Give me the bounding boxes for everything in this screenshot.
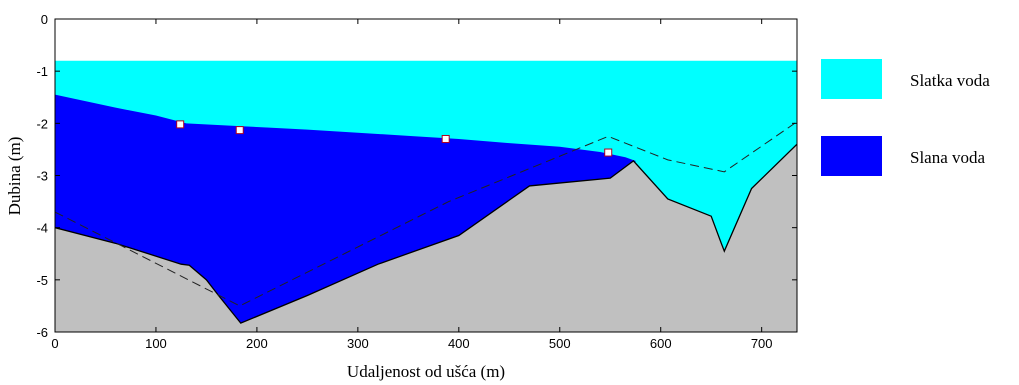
x-tick-label: 500	[549, 336, 571, 351]
measurement-marker	[176, 120, 185, 129]
x-tick-label: 100	[145, 336, 167, 351]
x-tick-label: 0	[51, 336, 58, 351]
legend: Slatka voda Slana voda	[821, 59, 990, 176]
measurement-marker	[441, 134, 450, 143]
y-tick-label: -4	[36, 221, 48, 236]
x-tick-label: 300	[347, 336, 369, 351]
y-tick-label: -3	[36, 169, 48, 184]
legend-swatch-salt-water	[821, 136, 882, 176]
y-tick-label: -2	[36, 116, 48, 131]
x-tick-label: 200	[246, 336, 268, 351]
riverbed-line	[55, 143, 797, 324]
salt-water-area	[55, 94, 636, 324]
x-axis-title: Udaljenost od ušća (m)	[347, 362, 505, 381]
legend-swatch-fresh-water	[821, 59, 882, 99]
axes: 0 100 200 300 400 500 600 700 0 -1 -2 -3 -4 -5 -6	[36, 12, 797, 351]
measurement-marker	[604, 148, 613, 157]
dashed-profile-line	[55, 121, 797, 307]
legend-label-salt-water: Slana voda	[910, 148, 986, 167]
y-tick-label: -6	[36, 325, 48, 340]
riverbed-area	[55, 144, 797, 332]
y-tick-label: -1	[36, 64, 48, 79]
y-axis-title: Dubina (m)	[5, 137, 24, 216]
legend-label-fresh-water: Slatka voda	[910, 71, 990, 90]
plot-area	[55, 60, 797, 332]
x-tick-label: 400	[448, 336, 470, 351]
measurement-marker	[235, 126, 244, 135]
x-tick-label: 600	[650, 336, 672, 351]
y-tick-label: -5	[36, 273, 48, 288]
y-tick-label: 0	[41, 12, 48, 27]
x-tick-label: 700	[751, 336, 773, 351]
